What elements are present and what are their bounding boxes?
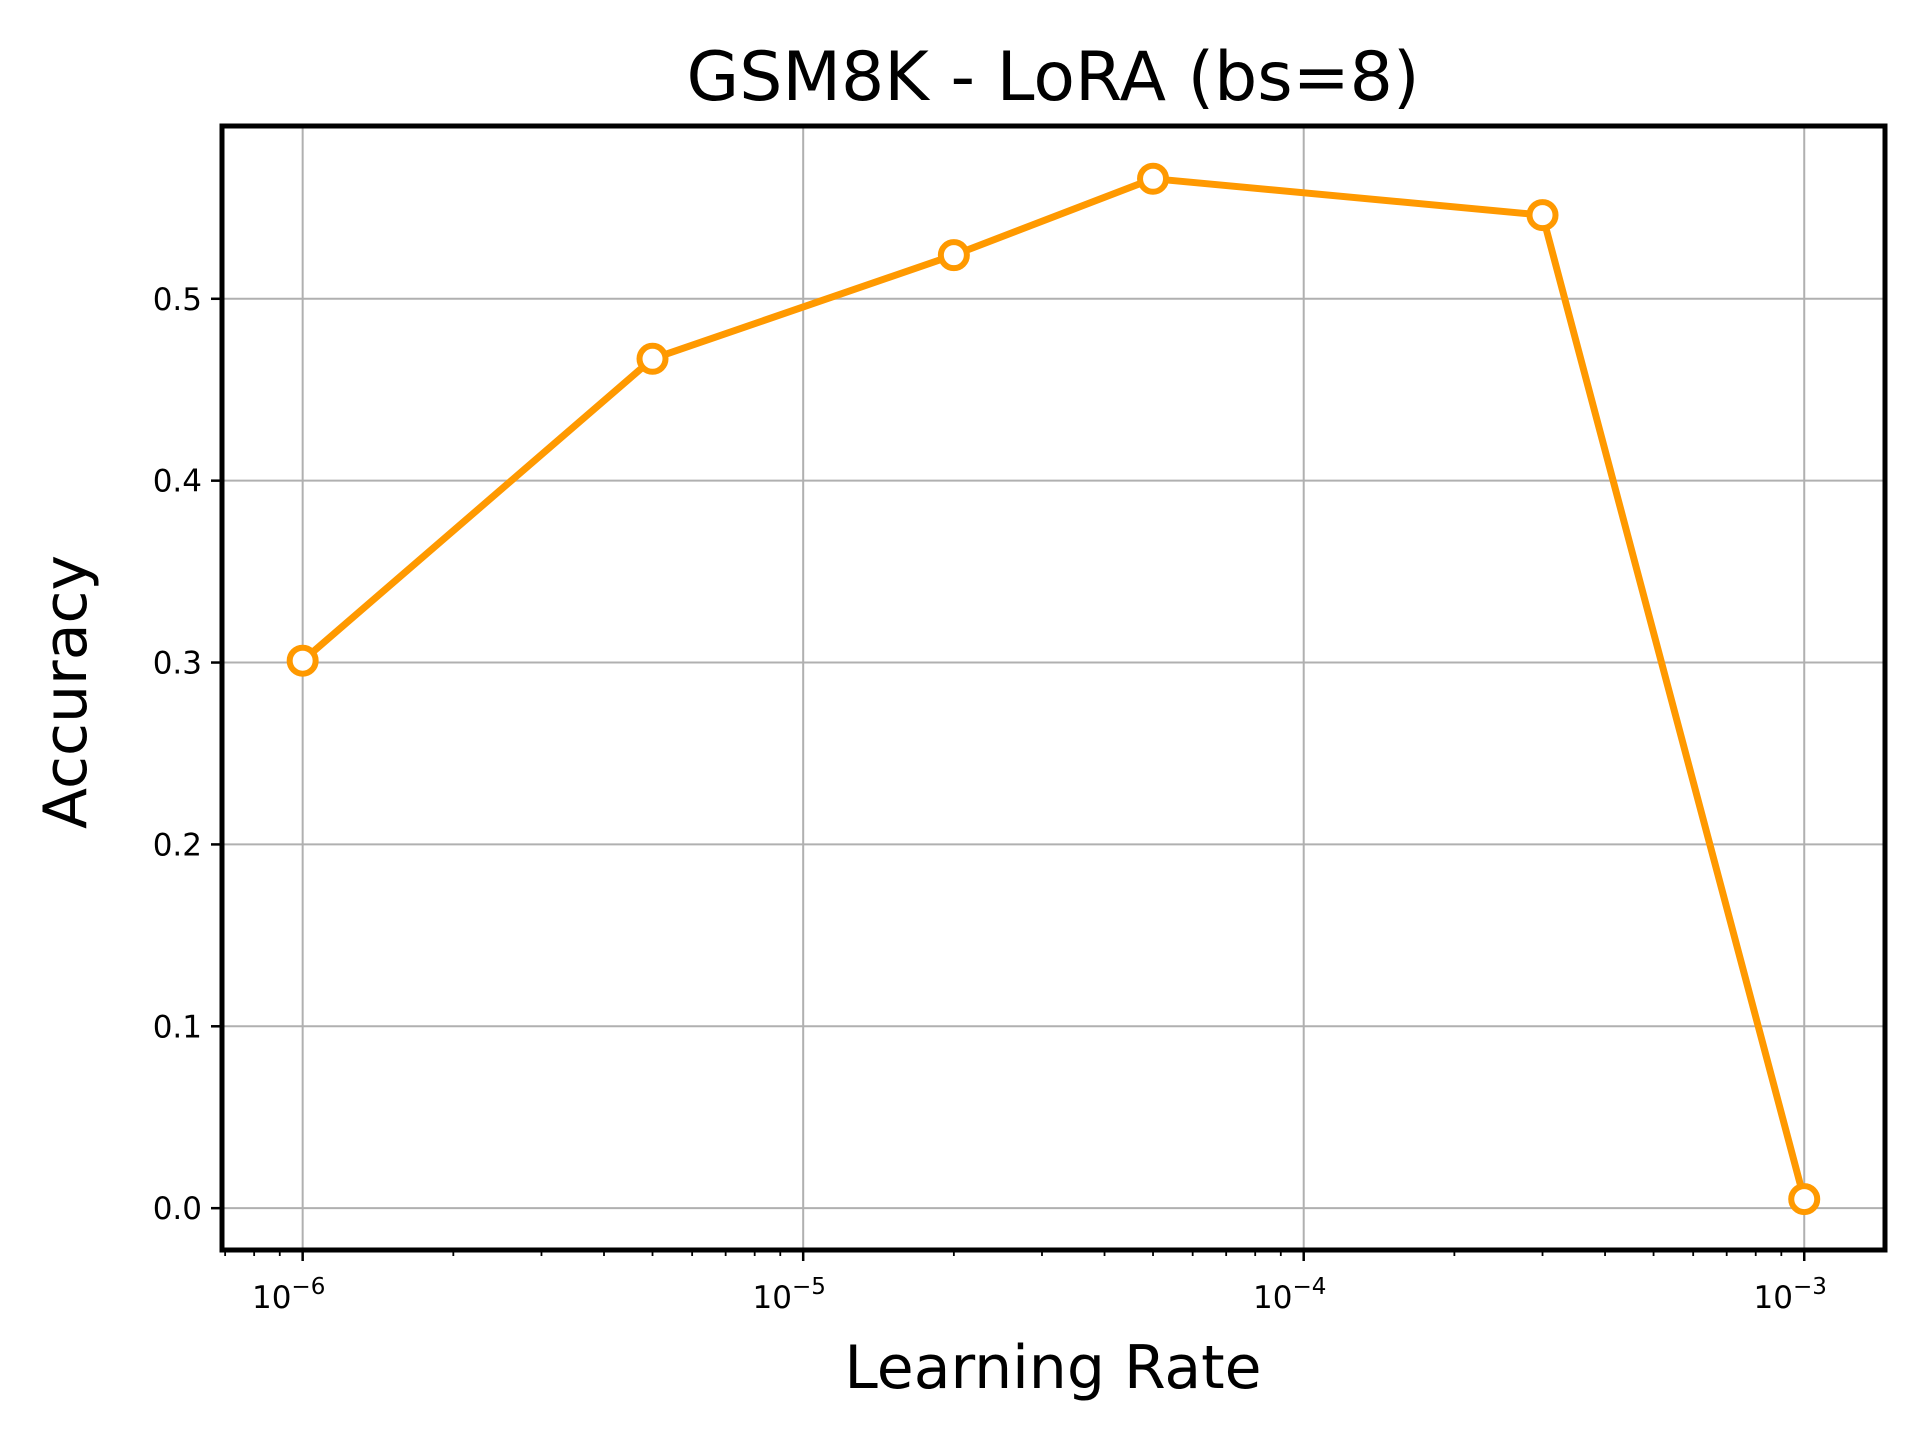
- y-tick-label: 0.1: [153, 1009, 202, 1045]
- x-tick-label: 10−5: [753, 1274, 826, 1316]
- series-line: [299, 175, 1808, 1203]
- y-tick-label: 0.2: [153, 827, 202, 863]
- chart-title: GSM8K - LoRA (bs=8): [687, 38, 1420, 117]
- y-tick-label: 0.3: [153, 646, 202, 682]
- tick-layer: 0.0 0.1 0.2 0.3 0.4 0.5 10−6 10−5 10−4 10−3: [153, 282, 1827, 1316]
- axes-frame-layer: [219, 123, 1888, 1253]
- data-point: [1788, 1183, 1821, 1216]
- data-point: [1526, 199, 1559, 232]
- x-tick-label: 10−3: [1754, 1274, 1827, 1316]
- series-layer: [286, 162, 1821, 1216]
- x-axis-title: Learning Rate: [844, 1333, 1261, 1403]
- axes-frame: [219, 123, 1888, 1253]
- grid-layer: [222, 126, 1885, 1250]
- data-point: [286, 644, 319, 677]
- data-point: [1137, 162, 1170, 195]
- y-tick-label: 0.5: [153, 282, 202, 318]
- y-axis-title: Accuracy: [31, 555, 101, 829]
- y-tick-label: 0.4: [153, 464, 202, 500]
- data-point: [937, 239, 970, 272]
- y-tick-label: 0.0: [153, 1191, 202, 1227]
- data-point: [636, 342, 669, 375]
- x-tick-label: 10−6: [252, 1274, 325, 1316]
- x-tick-label: 10−4: [1253, 1274, 1326, 1316]
